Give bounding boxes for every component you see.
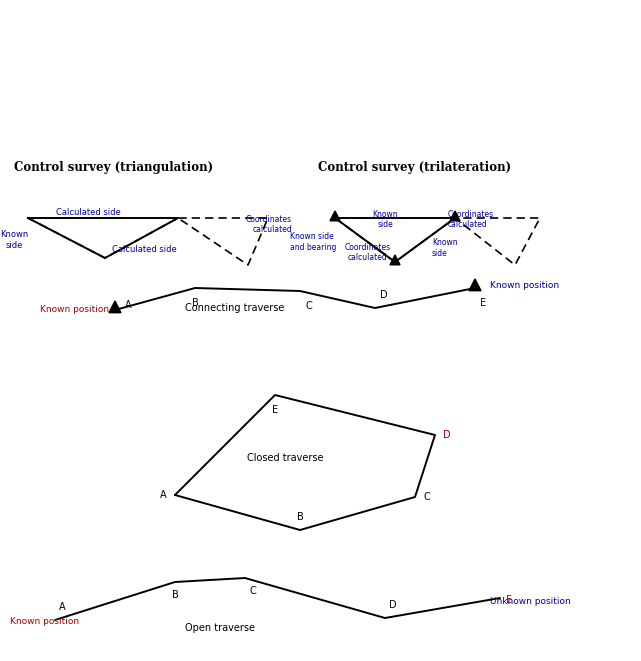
Text: Known side
and bearing: Known side and bearing [290, 232, 337, 252]
Polygon shape [330, 211, 340, 221]
Text: Closed traverse: Closed traverse [247, 453, 323, 463]
Text: A: A [160, 490, 167, 500]
Text: Known position: Known position [490, 282, 559, 290]
Text: Coordinates
calculated: Coordinates calculated [448, 210, 494, 229]
Text: Open traverse: Open traverse [185, 623, 255, 633]
Text: Control survey (trilateration): Control survey (trilateration) [318, 161, 511, 175]
Text: A: A [125, 300, 131, 310]
Polygon shape [450, 211, 460, 221]
Text: A: A [59, 602, 65, 612]
Text: D: D [389, 600, 397, 610]
Text: Unknown position: Unknown position [490, 596, 570, 605]
Text: C: C [305, 301, 312, 311]
Polygon shape [390, 255, 400, 265]
Text: Known position: Known position [40, 305, 109, 315]
Text: Calculated side: Calculated side [112, 245, 177, 254]
Text: Control survey (triangulation): Control survey (triangulation) [14, 161, 213, 175]
Text: E: E [480, 298, 486, 308]
Text: C: C [423, 492, 429, 502]
Text: Coordinates
calculated: Coordinates calculated [345, 243, 391, 262]
Text: Known
side: Known side [0, 230, 28, 250]
Text: D: D [443, 430, 451, 440]
Text: B: B [172, 590, 178, 600]
Polygon shape [109, 301, 121, 313]
Polygon shape [469, 279, 481, 291]
Text: Coordinates
calculated: Coordinates calculated [246, 215, 292, 235]
Text: Connecting traverse: Connecting traverse [185, 303, 285, 313]
Text: Known
side: Known side [432, 239, 458, 258]
Text: Known position: Known position [10, 617, 79, 627]
Text: B: B [192, 298, 198, 308]
Text: D: D [380, 290, 388, 300]
Text: B: B [297, 512, 303, 522]
Text: E: E [506, 595, 512, 605]
Text: Calculated side: Calculated side [56, 208, 121, 217]
Text: C: C [249, 586, 256, 596]
Text: Known
side: Known side [372, 210, 398, 229]
Text: E: E [272, 405, 278, 415]
